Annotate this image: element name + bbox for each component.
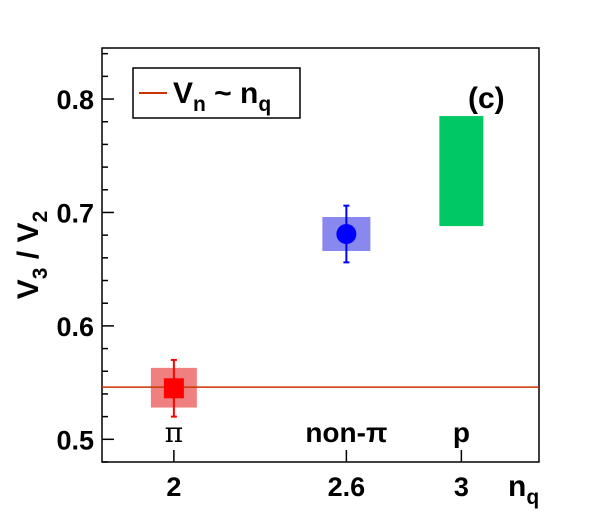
category-labels: π non-π p xyxy=(165,416,470,449)
x-axis: 2 2.6 3 xyxy=(166,450,469,502)
marker-pi xyxy=(163,378,184,399)
legend-n: n xyxy=(240,77,258,110)
plot-frame xyxy=(101,47,540,463)
y-axis: 0.5 0.6 0.7 0.8 xyxy=(56,52,114,463)
category-label-p: p xyxy=(453,417,470,448)
legend-sep: ~ xyxy=(206,77,240,110)
band-p xyxy=(439,116,484,227)
y-tick-label: 0.6 xyxy=(56,312,94,342)
y-tick-label: 0.8 xyxy=(56,85,94,115)
legend-n-sub: q xyxy=(258,93,271,116)
category-label-pi: π xyxy=(165,416,183,449)
x-axis-title: nq xyxy=(508,470,539,509)
x-title-main: n xyxy=(508,470,526,503)
x-title-sub: q xyxy=(526,486,539,509)
x-tick-label: 2.6 xyxy=(328,472,366,502)
legend-v: V xyxy=(173,77,193,110)
category-label-non-pi: non-π xyxy=(305,417,387,448)
y-title-b-sub: 2 xyxy=(29,211,52,223)
legend-v-sub: n xyxy=(193,93,206,116)
legend-text: Vn ~ nq xyxy=(173,77,271,116)
y-title-b: V xyxy=(12,222,45,242)
data-layer xyxy=(102,116,539,418)
panel-label: (c) xyxy=(468,82,505,115)
y-tick-label: 0.5 xyxy=(56,425,94,455)
x-tick-label: 3 xyxy=(454,472,469,502)
y-title-a-sub: 3 xyxy=(29,268,52,280)
y-title-a: V xyxy=(12,279,45,299)
y-title-sep: / xyxy=(12,242,45,267)
y-tick-label: 0.7 xyxy=(56,198,94,228)
marker-non-pi xyxy=(336,224,357,245)
y-axis-title: V3 / V2 xyxy=(12,211,52,299)
legend: Vn ~ nq xyxy=(132,67,301,119)
x-tick-label: 2 xyxy=(166,472,181,502)
